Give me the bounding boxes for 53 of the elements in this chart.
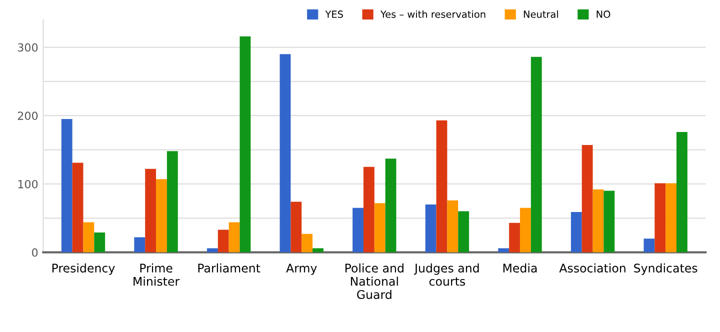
bar <box>374 203 386 252</box>
bar <box>447 200 458 252</box>
bar <box>530 56 542 252</box>
bar <box>425 204 436 252</box>
x-tick-label: Presidency <box>52 263 115 275</box>
x-tick-label: Prime Minister <box>134 263 180 286</box>
bar <box>498 248 510 252</box>
x-tick-label: Police and National Guard <box>345 263 404 300</box>
bar <box>218 230 229 252</box>
bar <box>206 248 218 252</box>
bar <box>644 238 655 252</box>
x-tick-label: Association <box>559 263 626 273</box>
bar <box>134 237 146 252</box>
bar <box>666 183 676 252</box>
bar <box>94 232 106 252</box>
bar <box>654 183 666 252</box>
bar <box>72 162 84 252</box>
bar <box>302 234 313 252</box>
bar <box>352 208 364 252</box>
bar <box>363 166 374 252</box>
bar <box>458 211 470 252</box>
bar <box>436 120 448 252</box>
bar <box>228 222 240 252</box>
bar <box>166 151 178 252</box>
legend-label: Neutral <box>524 10 558 18</box>
x-tick-label: Syndicates <box>634 263 698 275</box>
bar <box>290 202 302 252</box>
y-tick-label: 300 <box>18 43 38 52</box>
bar <box>570 212 582 252</box>
bar <box>509 222 520 252</box>
x-tick-label: Judges and courts <box>414 263 479 286</box>
bar <box>604 190 615 252</box>
legend-label: NO <box>596 10 610 18</box>
bar <box>520 208 531 252</box>
bar <box>145 168 156 252</box>
bar <box>592 189 604 252</box>
y-tick-label: 200 <box>18 112 38 120</box>
bar <box>385 158 396 252</box>
bar <box>280 54 291 252</box>
x-tick-label: Army <box>286 264 317 275</box>
legend-label: YES <box>325 10 343 18</box>
y-tick-label: 0 <box>32 248 38 257</box>
x-tick-label: Parliament <box>198 263 260 273</box>
bar <box>312 248 324 252</box>
y-tick-label: 100 <box>18 180 38 188</box>
x-tick-label: Media <box>503 263 537 273</box>
legend-label: Yes – with reservation <box>380 10 486 18</box>
bar <box>582 145 593 252</box>
bar <box>83 222 94 252</box>
bar <box>61 119 72 252</box>
bar <box>156 179 167 252</box>
bar <box>240 36 251 252</box>
bar <box>676 132 688 252</box>
